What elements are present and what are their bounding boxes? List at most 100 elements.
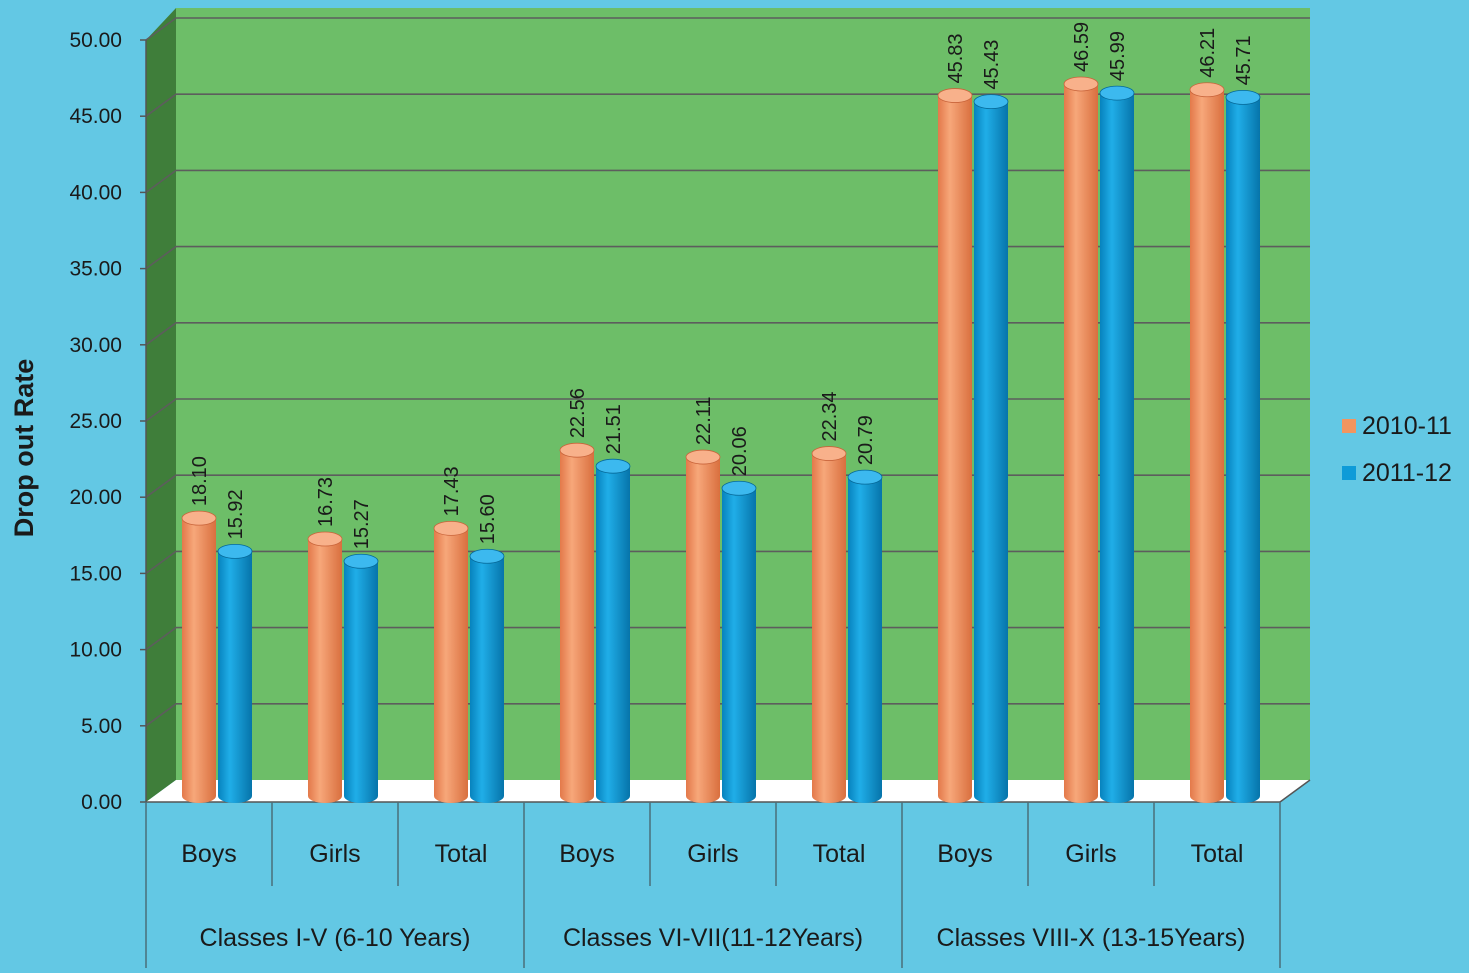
y-tick-label: 25.00 bbox=[69, 410, 122, 433]
bar-2010-11 bbox=[811, 446, 847, 803]
bar-top bbox=[973, 94, 1009, 110]
gridline bbox=[145, 702, 1310, 727]
bar-top bbox=[343, 553, 379, 569]
y-tick-label: 10.00 bbox=[69, 639, 122, 662]
x-category-label: Boys bbox=[937, 840, 993, 868]
bar-body bbox=[344, 561, 378, 803]
bar-top bbox=[433, 520, 469, 536]
bar-top bbox=[559, 442, 595, 458]
data-label: 21.51 bbox=[603, 404, 625, 454]
data-label: 18.10 bbox=[189, 456, 211, 506]
gridline bbox=[145, 626, 1310, 651]
data-label: 16.73 bbox=[315, 477, 337, 527]
gridline bbox=[145, 17, 1310, 41]
legend-swatch bbox=[1342, 466, 1356, 480]
y-tick-label: 5.00 bbox=[81, 715, 122, 738]
data-label: 20.06 bbox=[729, 426, 751, 476]
bar-2011-12 bbox=[721, 480, 757, 803]
bar-2011-12 bbox=[469, 548, 505, 803]
data-label: 46.59 bbox=[1071, 22, 1093, 72]
bar-2010-11 bbox=[559, 442, 595, 803]
gridline bbox=[145, 474, 1310, 498]
x-category-label: Boys bbox=[559, 840, 615, 868]
bar-top bbox=[721, 480, 757, 496]
bar-2011-12 bbox=[1225, 89, 1261, 804]
data-label: 17.43 bbox=[441, 466, 463, 516]
plot-side-wall bbox=[146, 8, 176, 802]
bar-top bbox=[1063, 76, 1099, 92]
bar-top bbox=[469, 548, 505, 564]
bar-2011-12 bbox=[595, 458, 631, 803]
y-tick-label: 40.00 bbox=[69, 181, 122, 204]
bar-2010-11 bbox=[1063, 76, 1099, 804]
bar-body bbox=[848, 477, 882, 803]
y-tick-label: 45.00 bbox=[69, 105, 122, 128]
data-label: 22.11 bbox=[693, 396, 715, 445]
legend: 2010-11 2011-12 bbox=[1342, 412, 1452, 487]
y-tick-label: 35.00 bbox=[69, 258, 122, 281]
gridline bbox=[145, 321, 1310, 346]
x-category-label: Girls bbox=[309, 840, 360, 868]
gridline bbox=[145, 550, 1310, 575]
x-group-label: Classes I-V (6-10 Years) bbox=[200, 924, 471, 952]
bar-2011-12 bbox=[343, 553, 379, 803]
bar-body bbox=[686, 457, 720, 803]
bar-body bbox=[722, 488, 756, 803]
x-group-label: Classes VIII-X (13-15Years) bbox=[937, 924, 1246, 952]
bar-top bbox=[1225, 89, 1261, 105]
bar-body bbox=[308, 539, 342, 803]
x-category-label: Total bbox=[813, 840, 866, 868]
bar-body bbox=[812, 453, 846, 803]
bar-body bbox=[596, 466, 630, 803]
bar-top bbox=[217, 543, 253, 559]
bar-top bbox=[1099, 85, 1135, 101]
y-tick-label: 15.00 bbox=[69, 562, 122, 585]
bar-body bbox=[470, 556, 504, 803]
bar-body bbox=[1190, 89, 1224, 804]
bar-2010-11 bbox=[1189, 82, 1225, 804]
x-group-label: Classes VI-VII(11-12Years) bbox=[563, 924, 863, 952]
bar-body bbox=[938, 95, 972, 804]
bar-top bbox=[847, 469, 883, 485]
x-category-label: Total bbox=[435, 840, 488, 868]
gridline bbox=[145, 245, 1310, 270]
bar-2010-11 bbox=[181, 510, 217, 803]
gridline bbox=[145, 169, 1310, 194]
bar-2010-11 bbox=[685, 449, 721, 803]
bar-body bbox=[434, 528, 468, 803]
y-tick-label: 20.00 bbox=[69, 486, 122, 509]
bar-body bbox=[182, 518, 216, 803]
legend-label: 2011-12 bbox=[1362, 459, 1452, 487]
data-label: 15.27 bbox=[351, 499, 373, 549]
bar-2011-12 bbox=[217, 543, 253, 803]
y-tick-label: 50.00 bbox=[69, 29, 122, 52]
bar-body bbox=[1226, 97, 1260, 804]
gridline bbox=[145, 93, 1310, 117]
bar-2011-12 bbox=[1099, 85, 1135, 803]
data-label: 46.21 bbox=[1197, 28, 1219, 78]
data-label: 15.60 bbox=[477, 494, 499, 544]
bar-top bbox=[937, 88, 973, 103]
x-category-label: Girls bbox=[1065, 840, 1116, 868]
data-label: 15.92 bbox=[225, 489, 247, 539]
bar-2010-11 bbox=[937, 88, 973, 804]
data-label: 45.43 bbox=[981, 40, 1003, 90]
bar-body bbox=[218, 551, 252, 803]
bar-body bbox=[1064, 83, 1098, 804]
legend-label: 2010-11 bbox=[1362, 412, 1452, 440]
floor-edge bbox=[1279, 779, 1311, 803]
bar-2010-11 bbox=[307, 531, 343, 803]
data-label: 45.99 bbox=[1107, 31, 1129, 81]
data-label: 22.56 bbox=[567, 388, 589, 438]
bar-top bbox=[811, 446, 847, 461]
bar-top bbox=[1189, 82, 1225, 98]
x-category-label: Total bbox=[1191, 840, 1244, 868]
bar-2011-12 bbox=[973, 94, 1009, 804]
data-label: 20.79 bbox=[855, 415, 877, 465]
x-category-label: Boys bbox=[181, 840, 237, 868]
bar-top bbox=[595, 458, 631, 474]
bar-body bbox=[560, 450, 594, 803]
data-label: 45.83 bbox=[945, 33, 967, 83]
